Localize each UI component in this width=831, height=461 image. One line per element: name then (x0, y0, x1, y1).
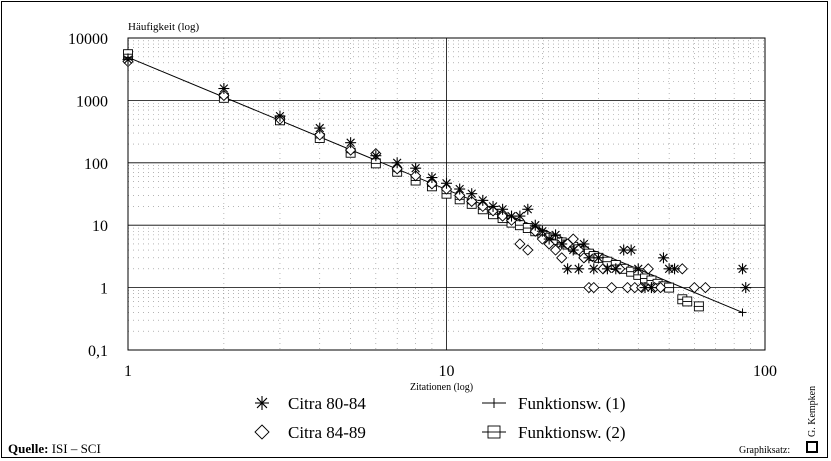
point-citra-84-89 (567, 233, 579, 245)
point-citra-80-84 (426, 172, 438, 184)
point-citra-80-84 (522, 203, 534, 215)
legend-label: Citra 84-89 (288, 423, 366, 442)
source-value: ISI – SCI (48, 441, 101, 456)
point-citra-80-84 (370, 150, 382, 162)
point-citra-80-84 (497, 203, 509, 215)
data-marks (122, 49, 752, 317)
point-citra-80-84 (487, 200, 499, 212)
legend-label: Citra 80-84 (288, 394, 366, 413)
legend: Citra 80-84 Funktionsw. (1) Citra 84-89 Fun… (254, 394, 626, 442)
y-tick-label: 10 (92, 218, 108, 235)
point-citra-84-89 (426, 178, 438, 190)
point-citra-84-89 (588, 281, 600, 294)
point-citra-80-84 (573, 263, 585, 275)
point-citra-80-84 (345, 137, 357, 149)
point-funktionsw-2 (682, 296, 693, 307)
point-citra-80-84 (543, 233, 555, 245)
x-tick-label: 10 (439, 363, 455, 380)
point-citra-80-84 (556, 238, 568, 250)
legend-symbol-funktionsw-2 (487, 425, 501, 439)
y-axis-label: Häufigkeit (log) (128, 21, 200, 33)
point-citra-84-89 (477, 200, 489, 213)
y-tick-label: 100 (84, 156, 108, 173)
y-tick-label: 1000 (76, 93, 108, 110)
point-citra-80-84 (314, 122, 326, 134)
point-citra-80-84 (391, 157, 403, 169)
point-funktionsw-1 (738, 308, 747, 317)
point-citra-84-89 (409, 170, 422, 182)
point-citra-84-89 (699, 281, 712, 294)
point-citra-84-89 (522, 244, 534, 256)
legend-symbol-citra-84-89 (254, 424, 270, 440)
point-citra-80-84 (588, 263, 600, 275)
point-citra-84-89 (344, 144, 357, 156)
point-citra-80-84 (529, 219, 541, 231)
plot-area-border (127, 37, 766, 351)
point-citra-80-84 (477, 194, 489, 206)
point-citra-80-84 (441, 177, 452, 189)
point-citra-84-89 (688, 281, 700, 294)
point-citra-80-84 (592, 252, 604, 264)
source-label: Quelle: (8, 441, 49, 456)
x-axis-label: Zitationen (log) (410, 382, 473, 393)
y-tick-label: 0,1 (88, 343, 108, 360)
axes (127, 37, 766, 351)
point-citra-80-84 (601, 263, 613, 275)
graphik-logo (806, 441, 818, 453)
point-citra-80-84 (466, 188, 478, 200)
legend-symbol-funktionsw-1 (489, 398, 499, 408)
point-citra-80-84 (740, 282, 752, 294)
point-citra-84-89 (466, 195, 478, 208)
point-citra-80-84 (506, 210, 518, 222)
point-citra-80-84 (274, 110, 286, 122)
point-citra-84-89 (654, 281, 667, 294)
point-citra-84-89 (676, 263, 688, 275)
graphik-label: Graphiksatz: (739, 445, 791, 456)
point-citra-84-89 (496, 210, 509, 222)
point-citra-84-89 (556, 252, 568, 264)
point-citra-84-89 (314, 129, 326, 141)
point-citra-80-84 (578, 238, 590, 250)
point-citra-80-84 (550, 229, 562, 241)
point-citra-80-84 (454, 183, 466, 195)
point-citra-80-84 (514, 210, 526, 222)
point-citra-80-84 (645, 282, 657, 294)
point-citra-80-84 (737, 263, 749, 275)
point-citra-84-89 (536, 233, 549, 245)
point-citra-84-89 (454, 189, 466, 202)
y-tick-label: 1 (100, 281, 108, 298)
point-citra-80-84 (625, 244, 637, 256)
point-funktionsw-1 (124, 53, 132, 62)
point-citra-80-84 (669, 263, 681, 275)
point-citra-84-89 (391, 163, 403, 175)
grid (128, 38, 765, 350)
point-citra-80-84 (657, 252, 669, 264)
point-citra-80-84 (562, 263, 574, 275)
point-citra-84-89 (514, 238, 526, 250)
point-citra-80-84 (218, 83, 230, 95)
legend-symbol-citra-80-84 (255, 396, 269, 410)
point-citra-80-84 (639, 282, 651, 294)
point-citra-84-89 (642, 263, 654, 275)
author-name: G. Kempken (807, 385, 818, 437)
x-tick-label: 1 (124, 363, 132, 380)
y-tick-label: 10000 (68, 31, 108, 48)
point-citra-80-84 (610, 263, 622, 275)
point-citra-80-84 (410, 162, 422, 174)
point-citra-80-84 (583, 252, 595, 264)
point-citra-80-84 (567, 244, 579, 256)
point-funktionsw-2 (693, 301, 704, 312)
legend-label: Funktionsw. (2) (518, 423, 626, 442)
point-citra-80-84 (536, 225, 548, 237)
tick-labels: 10000 1000 100 10 1 0,1 1 10 100 (68, 31, 777, 380)
x-tick-label: 100 (753, 363, 777, 380)
source-note: Quelle: ISI – SCI (8, 441, 101, 457)
point-citra-84-89 (529, 225, 541, 237)
point-citra-80-84 (632, 263, 644, 275)
point-citra-84-89 (606, 281, 618, 294)
point-citra-84-89 (218, 89, 230, 102)
legend-label: Funktionsw. (1) (518, 394, 626, 413)
